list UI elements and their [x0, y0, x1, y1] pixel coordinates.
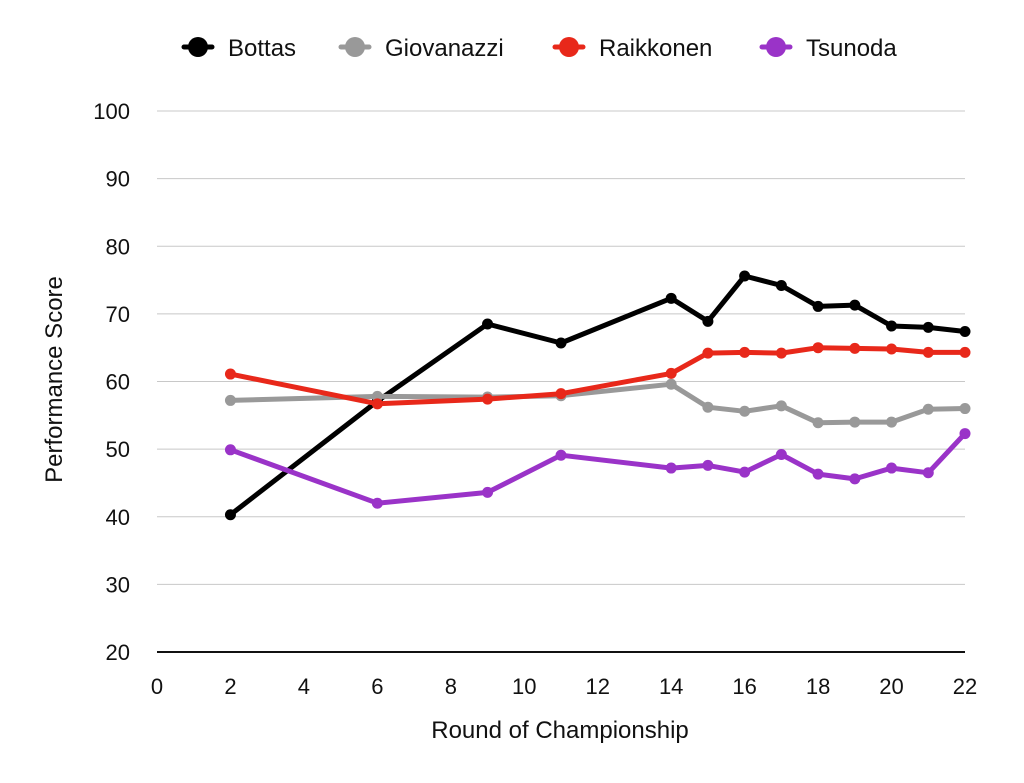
x-axis-title: Round of Championship: [431, 717, 689, 744]
data-point: [849, 342, 861, 354]
data-point: [702, 401, 714, 413]
data-point: [702, 459, 714, 471]
x-tick-label: 8: [445, 674, 457, 699]
series-line-tsunoda: [228, 431, 968, 506]
x-tick-label: 20: [879, 674, 903, 699]
data-point: [812, 342, 824, 354]
data-point: [886, 462, 898, 474]
x-tick-label: 4: [298, 674, 310, 699]
data-point: [702, 347, 714, 359]
data-point: [665, 367, 677, 379]
y-tick-label: 80: [106, 234, 130, 259]
y-tick-label: 60: [106, 370, 130, 395]
y-tick-label: 100: [93, 99, 130, 124]
data-point: [812, 300, 824, 312]
x-tick-label: 18: [806, 674, 830, 699]
data-point: [959, 346, 971, 358]
x-tick-label: 14: [659, 674, 683, 699]
data-point: [922, 321, 934, 333]
data-point: [555, 337, 567, 349]
y-axis-ticks: 20 30 40 50 60 70 80 90 100: [93, 99, 130, 665]
data-point: [849, 299, 861, 311]
legend-item-tsunoda: Tsunoda: [759, 35, 897, 62]
data-point: [739, 466, 751, 478]
data-point: [371, 398, 383, 410]
data-point: [959, 428, 971, 440]
y-tick-label: 30: [106, 572, 130, 597]
data-point: [775, 347, 787, 359]
data-point: [371, 497, 383, 509]
data-point: [555, 449, 567, 461]
data-point: [482, 486, 494, 498]
data-point: [775, 449, 787, 461]
data-point: [665, 462, 677, 474]
x-tick-label: 10: [512, 674, 536, 699]
legend-item-giovanazzi: Giovanazzi: [338, 35, 504, 62]
y-tick-label: 90: [106, 167, 130, 192]
y-axis-title: Performance Score: [41, 276, 68, 483]
data-point: [775, 279, 787, 291]
y-tick-label: 40: [106, 505, 130, 530]
data-point: [812, 468, 824, 480]
legend-label: Bottas: [228, 35, 296, 62]
data-point: [849, 473, 861, 485]
data-point: [224, 509, 236, 521]
x-tick-label: 16: [732, 674, 756, 699]
legend-swatch-marker: [766, 37, 786, 57]
legend-label: Giovanazzi: [385, 35, 504, 62]
data-point: [849, 416, 861, 428]
legend-swatch-marker: [345, 37, 365, 57]
legend-item-bottas: Bottas: [181, 35, 296, 62]
gridlines: [157, 110, 965, 585]
series-bottas: [224, 270, 971, 521]
x-tick-label: 6: [371, 674, 383, 699]
legend-item-raikkonen: Raikkonen: [552, 35, 712, 62]
x-tick-label: 0: [151, 674, 163, 699]
series-layer: [224, 270, 971, 521]
data-point: [482, 393, 494, 405]
data-point: [922, 346, 934, 358]
y-tick-label: 20: [106, 640, 130, 665]
data-point: [739, 405, 751, 417]
data-point: [922, 467, 934, 479]
data-point: [224, 394, 236, 406]
data-point: [482, 318, 494, 330]
data-point: [886, 416, 898, 428]
data-point: [739, 270, 751, 282]
legend: Bottas Giovanazzi Raikkonen Tsunoda: [181, 35, 897, 62]
x-tick-label: 12: [585, 674, 609, 699]
series-line-raikkonen: [228, 345, 968, 407]
data-point: [665, 378, 677, 390]
data-point: [702, 315, 714, 327]
data-point: [886, 343, 898, 355]
data-point: [812, 417, 824, 429]
data-point: [886, 320, 898, 332]
series-tsunoda: [224, 428, 971, 509]
legend-swatch-marker: [188, 37, 208, 57]
data-point: [959, 403, 971, 415]
data-point: [959, 325, 971, 337]
data-point: [922, 403, 934, 415]
data-point: [224, 444, 236, 456]
data-point: [555, 388, 567, 400]
legend-label: Tsunoda: [806, 35, 897, 62]
x-axis-ticks: 0 2 4 6 8 10 12 14 16 18 20 22: [151, 674, 977, 699]
legend-label: Raikkonen: [599, 35, 712, 62]
y-tick-label: 70: [106, 302, 130, 327]
y-tick-label: 50: [106, 437, 130, 462]
legend-swatch-marker: [559, 37, 579, 57]
data-point: [775, 400, 787, 412]
data-point: [739, 346, 751, 358]
x-tick-label: 22: [953, 674, 977, 699]
series-raikkonen: [224, 342, 971, 410]
data-point: [665, 292, 677, 304]
x-tick-label: 2: [224, 674, 236, 699]
data-point: [224, 368, 236, 380]
